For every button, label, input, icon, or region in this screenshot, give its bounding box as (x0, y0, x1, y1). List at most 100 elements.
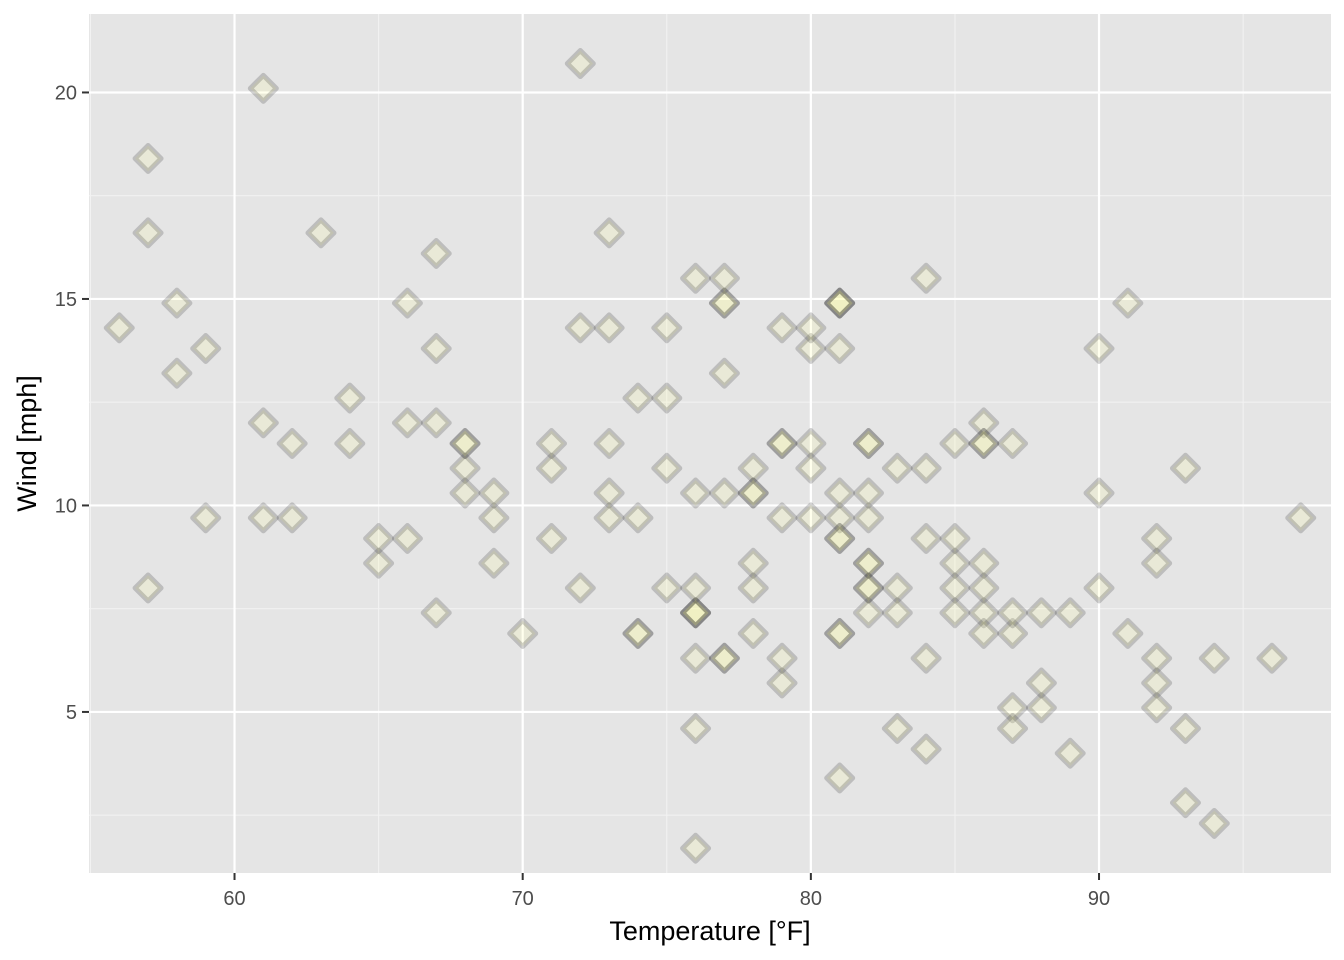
data-point (564, 572, 596, 604)
data-point (680, 262, 712, 294)
data-point (766, 312, 798, 344)
data-point (708, 642, 740, 674)
data-point (939, 522, 971, 554)
data-point (708, 262, 740, 294)
data-point (1198, 807, 1230, 839)
data-point (852, 572, 884, 604)
data-point (1141, 692, 1173, 724)
data-point (478, 547, 510, 579)
data-point (680, 642, 712, 674)
data-point (651, 572, 683, 604)
data-point (968, 407, 1000, 439)
data-point (910, 733, 942, 765)
data-point (449, 477, 481, 509)
data-point (766, 502, 798, 534)
data-point (881, 712, 913, 744)
data-point (997, 692, 1029, 724)
data-point (795, 312, 827, 344)
data-point (680, 597, 712, 629)
data-point (795, 502, 827, 534)
data-point (824, 287, 856, 319)
data-point (708, 287, 740, 319)
data-point (1083, 572, 1115, 604)
minor-grid (89, 14, 1331, 873)
data-point (766, 428, 798, 459)
x-axis-title: Temperature [°F] (609, 916, 810, 946)
data-point (939, 428, 971, 459)
data-point (737, 477, 769, 509)
data-point (824, 333, 856, 365)
data-point (420, 238, 452, 270)
data-point (132, 143, 164, 175)
data-point (680, 832, 712, 864)
data-point (161, 287, 193, 319)
data-point (824, 522, 856, 554)
data-point (852, 428, 884, 459)
data-point (1169, 712, 1201, 744)
plot-panel (89, 14, 1331, 873)
data-point (1141, 522, 1173, 554)
data-point (1198, 642, 1230, 674)
data-point (391, 522, 423, 554)
data-point (651, 452, 683, 484)
y-tick-label: 10 (55, 495, 77, 517)
data-point (997, 428, 1029, 459)
data-point (420, 597, 452, 629)
data-point (997, 712, 1029, 744)
data-point (651, 382, 683, 414)
data-point (564, 312, 596, 344)
data-point (680, 597, 712, 629)
data-point (824, 287, 856, 319)
data-point (363, 547, 395, 579)
x-tick-label: 60 (223, 888, 245, 910)
data-point (881, 452, 913, 484)
data-point (680, 597, 712, 629)
major-grid (89, 14, 1331, 873)
y-tick-label: 15 (55, 289, 77, 311)
data-point (622, 617, 654, 649)
data-point (795, 452, 827, 484)
data-point (680, 477, 712, 509)
data-point (622, 502, 654, 534)
data-point (449, 428, 481, 459)
data-point (420, 407, 452, 439)
data-point (795, 333, 827, 365)
data-point (968, 428, 1000, 459)
data-point (1141, 547, 1173, 579)
data-point (910, 642, 942, 674)
data-point (766, 667, 798, 699)
x-tick-label: 70 (512, 888, 534, 910)
data-point (766, 428, 798, 459)
data-point (1025, 597, 1057, 629)
data-point (391, 287, 423, 319)
data-point (708, 477, 740, 509)
data-point (997, 597, 1029, 629)
y-axis: 5 10 15 20 (55, 82, 89, 724)
data-point (1112, 287, 1144, 319)
data-point (1141, 642, 1173, 674)
data-point (478, 477, 510, 509)
data-point (1025, 692, 1057, 724)
data-point (276, 502, 308, 534)
data-point (1112, 617, 1144, 649)
data-point (276, 428, 308, 459)
data-point (939, 572, 971, 604)
data-point (968, 617, 1000, 649)
data-point (247, 407, 279, 439)
data-point (708, 287, 740, 319)
data-point (852, 547, 884, 579)
data-point (1054, 737, 1086, 769)
data-point (536, 452, 568, 484)
data-point (881, 572, 913, 604)
data-point (1083, 477, 1115, 509)
data-point (824, 477, 856, 509)
data-point (852, 477, 884, 509)
data-point (824, 287, 856, 319)
data-point (334, 428, 366, 459)
data-point (852, 572, 884, 604)
data-point (103, 312, 135, 344)
data-point (132, 572, 164, 604)
data-point (420, 333, 452, 365)
data-point (363, 522, 395, 554)
data-point (1169, 452, 1201, 484)
